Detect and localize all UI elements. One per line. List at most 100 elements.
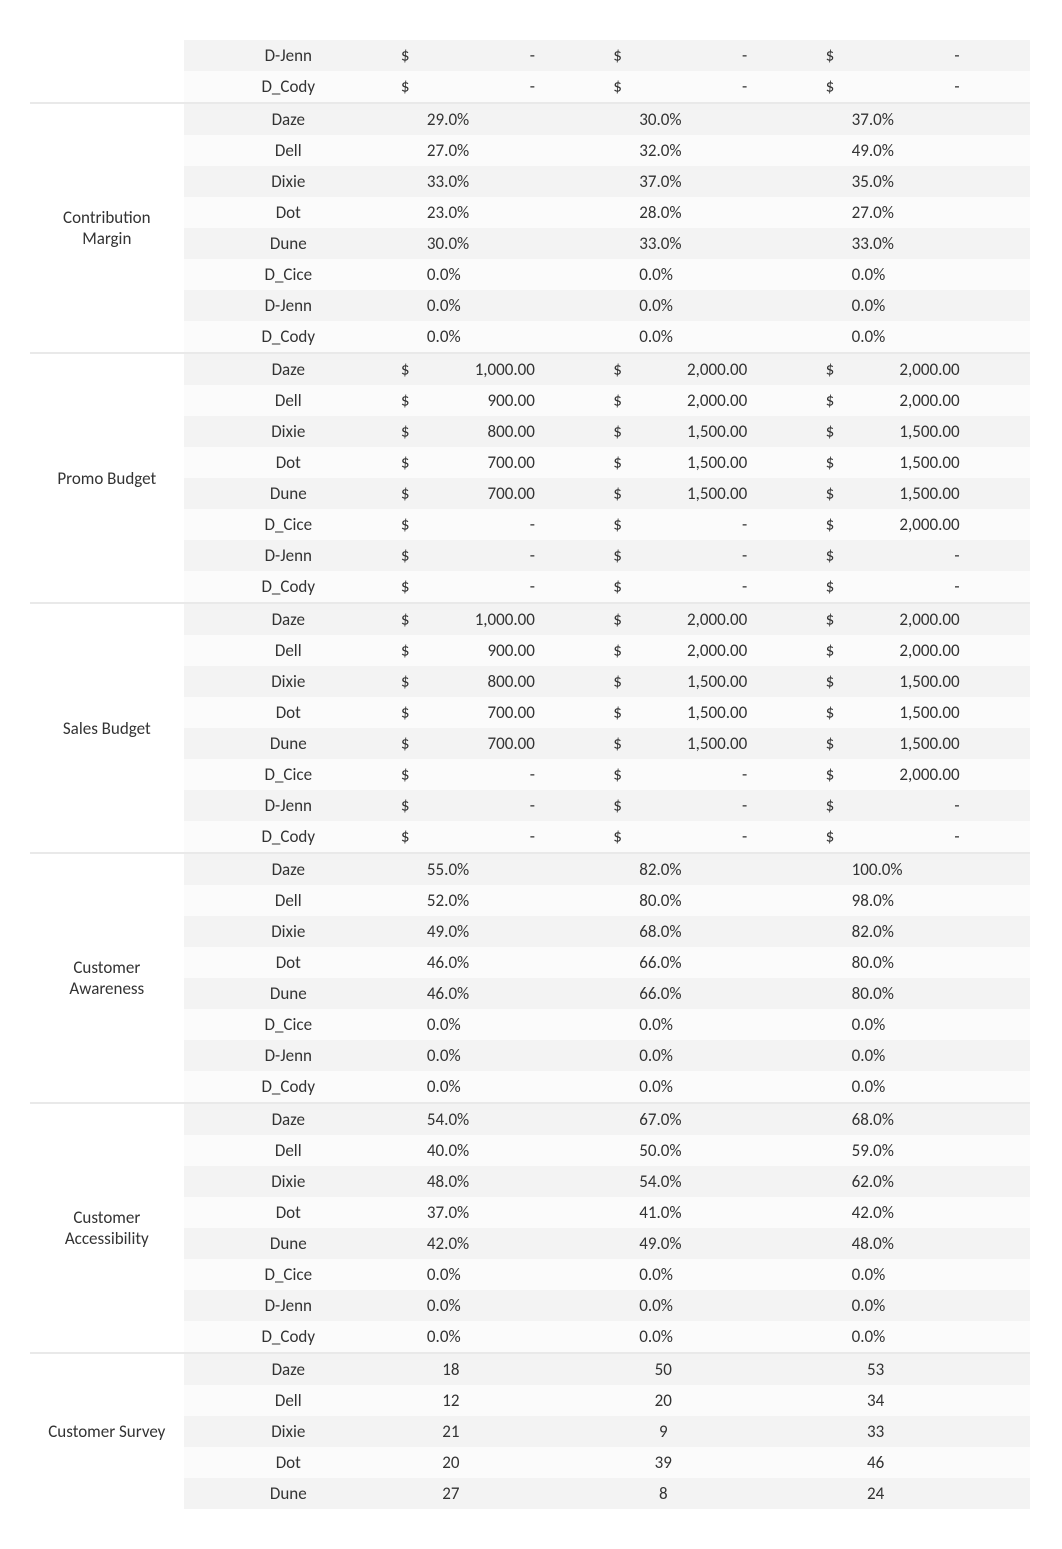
product-label: D_Cice <box>184 1259 393 1290</box>
integer-value: 20 <box>613 1390 713 1411</box>
value-cell: 0.0% <box>605 259 817 290</box>
value-cell: $- <box>818 790 1030 821</box>
value-cell: $1,500.00 <box>818 416 1030 447</box>
percent-value: 55.0% <box>401 859 517 880</box>
product-label: Dixie <box>184 916 393 947</box>
value-cell: $1,500.00 <box>605 447 817 478</box>
percent-value: 37.0% <box>826 109 942 130</box>
currency-value: - <box>415 45 535 66</box>
value-cell: 80.0% <box>818 978 1030 1009</box>
dollar-sign: $ <box>613 671 627 692</box>
currency-value: 1,500.00 <box>840 733 960 754</box>
value-cell: 20 <box>393 1447 605 1478</box>
currency-value: - <box>840 545 960 566</box>
percent-value: 41.0% <box>613 1202 729 1223</box>
value-cell: 82.0% <box>818 916 1030 947</box>
currency-value: 700.00 <box>415 483 535 504</box>
percent-value: 28.0% <box>613 202 729 223</box>
value-cell: 0.0% <box>393 1259 605 1290</box>
percent-value: 52.0% <box>401 890 517 911</box>
currency-value: 700.00 <box>415 452 535 473</box>
dollar-sign: $ <box>401 359 415 380</box>
percent-value: 0.0% <box>613 1295 729 1316</box>
dollar-sign: $ <box>826 609 840 630</box>
integer-value: 12 <box>401 1390 501 1411</box>
product-label: Daze <box>184 603 393 635</box>
dollar-sign: $ <box>613 576 627 597</box>
value-cell: 52.0% <box>393 885 605 916</box>
value-cell: $1,500.00 <box>818 666 1030 697</box>
dollar-sign: $ <box>401 764 415 785</box>
dollar-sign: $ <box>401 576 415 597</box>
percent-value: 0.0% <box>401 1014 517 1035</box>
value-cell: $1,500.00 <box>818 447 1030 478</box>
percent-value: 46.0% <box>401 952 517 973</box>
percent-value: 49.0% <box>826 140 942 161</box>
dollar-sign: $ <box>826 514 840 535</box>
percent-value: 46.0% <box>401 983 517 1004</box>
product-label: Dixie <box>184 666 393 697</box>
dollar-sign: $ <box>613 483 627 504</box>
product-label: D_Cice <box>184 259 393 290</box>
currency-value: - <box>415 764 535 785</box>
percent-value: 68.0% <box>826 1109 942 1130</box>
dollar-sign: $ <box>826 45 840 66</box>
percent-value: 0.0% <box>613 326 729 347</box>
product-label: D_Cice <box>184 1009 393 1040</box>
dollar-sign: $ <box>401 421 415 442</box>
value-cell: $2,000.00 <box>818 635 1030 666</box>
value-cell: 80.0% <box>605 885 817 916</box>
value-cell: $800.00 <box>393 666 605 697</box>
value-cell: $- <box>393 509 605 540</box>
percent-value: 0.0% <box>401 1295 517 1316</box>
value-cell: 68.0% <box>605 916 817 947</box>
currency-value: - <box>840 576 960 597</box>
product-label: Dixie <box>184 1416 393 1447</box>
value-cell: 0.0% <box>393 290 605 321</box>
dollar-sign: $ <box>826 795 840 816</box>
percent-value: 82.0% <box>826 921 942 942</box>
value-cell: 0.0% <box>605 1009 817 1040</box>
value-cell: 82.0% <box>605 853 817 885</box>
percent-value: 49.0% <box>401 921 517 942</box>
product-label: D_Cody <box>184 71 393 103</box>
dollar-sign: $ <box>401 733 415 754</box>
integer-value: 39 <box>613 1452 713 1473</box>
dollar-sign: $ <box>826 483 840 504</box>
value-cell: $- <box>605 40 817 71</box>
category-label: Sales Budget <box>30 603 184 853</box>
product-label: Dot <box>184 697 393 728</box>
value-cell: 0.0% <box>393 259 605 290</box>
integer-value: 46 <box>826 1452 926 1473</box>
percent-value: 80.0% <box>826 983 942 1004</box>
product-label: Dell <box>184 885 393 916</box>
percent-value: 37.0% <box>401 1202 517 1223</box>
percent-value: 0.0% <box>401 1264 517 1285</box>
product-label: D_Cody <box>184 1321 393 1353</box>
currency-value: 1,500.00 <box>627 421 747 442</box>
currency-value: 1,500.00 <box>627 733 747 754</box>
integer-value: 33 <box>826 1421 926 1442</box>
value-cell: 0.0% <box>393 1071 605 1103</box>
dollar-sign: $ <box>401 390 415 411</box>
value-cell: 39 <box>605 1447 817 1478</box>
value-cell: 98.0% <box>818 885 1030 916</box>
value-cell: 80.0% <box>818 947 1030 978</box>
value-cell: 0.0% <box>818 1040 1030 1071</box>
percent-value: 35.0% <box>826 171 942 192</box>
currency-value: 800.00 <box>415 421 535 442</box>
value-cell: $900.00 <box>393 635 605 666</box>
integer-value: 27 <box>401 1483 501 1504</box>
value-cell: $- <box>393 821 605 853</box>
dollar-sign: $ <box>826 421 840 442</box>
value-cell: 37.0% <box>605 166 817 197</box>
currency-value: - <box>840 795 960 816</box>
value-cell: 24 <box>818 1478 1030 1509</box>
dollar-sign: $ <box>613 545 627 566</box>
value-cell: $- <box>605 759 817 790</box>
product-label: Dell <box>184 1135 393 1166</box>
currency-value: 2,000.00 <box>627 640 747 661</box>
dollar-sign: $ <box>613 609 627 630</box>
integer-value: 18 <box>401 1359 501 1380</box>
dollar-sign: $ <box>401 826 415 847</box>
